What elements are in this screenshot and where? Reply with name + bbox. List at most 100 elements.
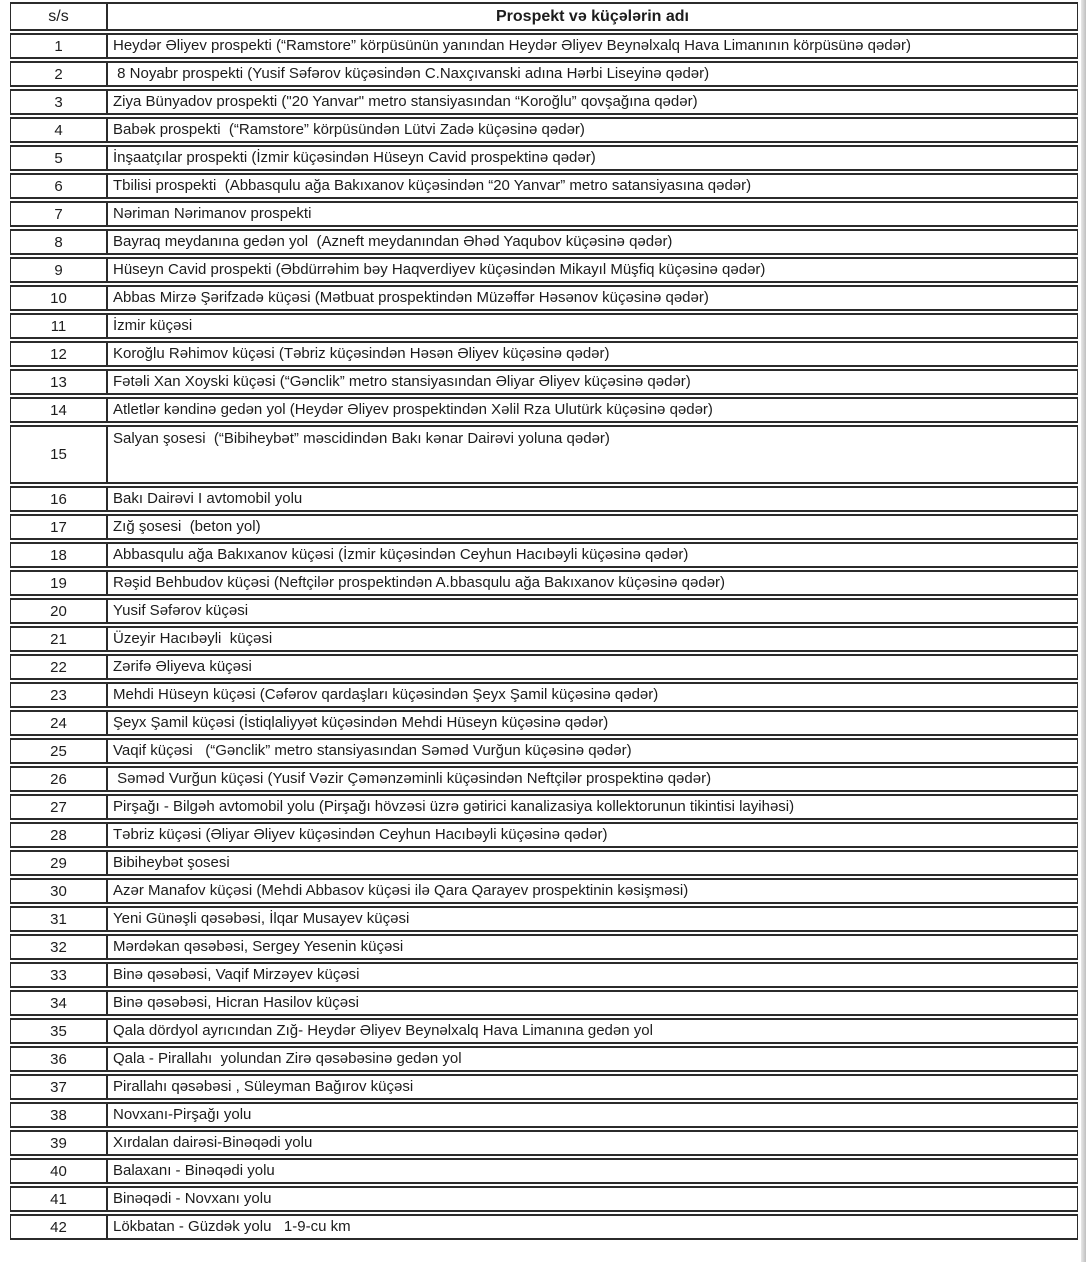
street-name-cell: Bayraq meydanına gedən yol (Azneft meyda… — [107, 229, 1078, 255]
table-row: 24 Şeyx Şamil küçəsi (İstiqlaliyyət küçə… — [10, 710, 1078, 736]
row-number-cell: 26 — [10, 766, 107, 792]
table-row: 34 Binə qəsəbəsi, Hicran Hasilov küçəsi — [10, 990, 1078, 1016]
table-row: 40 Balaxanı - Binəqədi yolu — [10, 1158, 1078, 1184]
row-number-cell: 31 — [10, 906, 107, 932]
street-name-cell: Pirşağı - Bilgəh avtomobil yolu (Pirşağı… — [107, 794, 1078, 820]
street-name-cell: Mehdi Hüseyn küçəsi (Cəfərov qardaşları … — [107, 682, 1078, 708]
column-header-street-name: Prospekt və küçələrin adı — [107, 2, 1078, 31]
table-row: 5 İnşaatçılar prospekti (İzmir küçəsində… — [10, 145, 1078, 171]
table-row: 21 Üzeyir Hacıbəyli küçəsi — [10, 626, 1078, 652]
row-number-cell: 12 — [10, 341, 107, 367]
table-row: 22 Zərifə Əliyeva küçəsi — [10, 654, 1078, 680]
row-number-cell: 38 — [10, 1102, 107, 1128]
row-number-cell: 30 — [10, 878, 107, 904]
street-name-cell: Bibiheybət şosesi — [107, 850, 1078, 876]
row-number-cell: 33 — [10, 962, 107, 988]
street-name-cell: Hüseyn Cavid prospekti (Əbdürrəhim bəy H… — [107, 257, 1078, 283]
street-name-cell: Novxanı-Pirşağı yolu — [107, 1102, 1078, 1128]
table-row: 6 Tbilisi prospekti (Abbasqulu ağa Bakıx… — [10, 173, 1078, 199]
row-number-cell: 40 — [10, 1158, 107, 1184]
table-row: 33 Binə qəsəbəsi, Vaqif Mirzəyev küçəsi — [10, 962, 1078, 988]
table-row: 3 Ziya Bünyadov prospekti ("20 Yanvar" m… — [10, 89, 1078, 115]
row-number-cell: 41 — [10, 1186, 107, 1212]
street-name-cell: Binə qəsəbəsi, Hicran Hasilov küçəsi — [107, 990, 1078, 1016]
row-number-cell: 7 — [10, 201, 107, 227]
row-number-cell: 34 — [10, 990, 107, 1016]
street-name-cell: Heydər Əliyev prospekti (“Ramstore” körp… — [107, 33, 1078, 59]
table-row: 35 Qala dördyol ayrıcından Zığ- Heydər Ə… — [10, 1018, 1078, 1044]
street-name-cell: Rəşid Behbudov küçəsi (Neftçilər prospek… — [107, 570, 1078, 596]
column-header-ss: s/s — [10, 2, 107, 31]
table-row: 38 Novxanı-Pirşağı yolu — [10, 1102, 1078, 1128]
street-name-cell: Şeyx Şamil küçəsi (İstiqlaliyyət küçəsin… — [107, 710, 1078, 736]
row-number-cell: 8 — [10, 229, 107, 255]
row-number-cell: 15 — [10, 425, 107, 484]
row-number-cell: 36 — [10, 1046, 107, 1072]
row-number-cell: 14 — [10, 397, 107, 423]
table-row: 25 Vaqif küçəsi (“Gənclik” metro stansiy… — [10, 738, 1078, 764]
street-name-cell: Qala - Pirallahı yolundan Zirə qəsəbəsin… — [107, 1046, 1078, 1072]
street-name-cell: Mərdəkan qəsəbəsi, Sergey Yesenin küçəsi — [107, 934, 1078, 960]
table-row: 13 Fətəli Xan Xoyski küçəsi (“Gənclik” m… — [10, 369, 1078, 395]
table-row: 27 Pirşağı - Bilgəh avtomobil yolu (Pirş… — [10, 794, 1078, 820]
table-row: 39 Xırdalan dairəsi-Binəqədi yolu — [10, 1130, 1078, 1156]
row-number-cell: 16 — [10, 486, 107, 512]
streets-table: s/s Prospekt və küçələrin adı 1 Heydər Ə… — [10, 0, 1078, 1242]
table-row: 23 Mehdi Hüseyn küçəsi (Cəfərov qardaşla… — [10, 682, 1078, 708]
row-number-cell: 2 — [10, 61, 107, 87]
row-number-cell: 6 — [10, 173, 107, 199]
table-row: 14 Atletlər kəndinə gedən yol (Heydər Əl… — [10, 397, 1078, 423]
row-number-cell: 35 — [10, 1018, 107, 1044]
street-name-cell: Zığ şosesi (beton yol) — [107, 514, 1078, 540]
table-row: 26 Səməd Vurğun küçəsi (Yusif Vəzir Çəmə… — [10, 766, 1078, 792]
table-row: 2 8 Noyabr prospekti (Yusif Səfərov küçə… — [10, 61, 1078, 87]
street-name-cell: Fətəli Xan Xoyski küçəsi (“Gənclik” metr… — [107, 369, 1078, 395]
row-number-cell: 19 — [10, 570, 107, 596]
row-number-cell: 24 — [10, 710, 107, 736]
row-number-cell: 18 — [10, 542, 107, 568]
street-name-cell: İzmir küçəsi — [107, 313, 1078, 339]
table-row: 20 Yusif Səfərov küçəsi — [10, 598, 1078, 624]
row-number-cell: 11 — [10, 313, 107, 339]
row-number-cell: 37 — [10, 1074, 107, 1100]
table-row: 41 Binəqədi - Novxanı yolu — [10, 1186, 1078, 1212]
street-name-cell: Zərifə Əliyeva küçəsi — [107, 654, 1078, 680]
row-number-cell: 10 — [10, 285, 107, 311]
row-number-cell: 1 — [10, 33, 107, 59]
table-row: 18 Abbasqulu ağa Bakıxanov küçəsi (İzmir… — [10, 542, 1078, 568]
table-row: 36 Qala - Pirallahı yolundan Zirə qəsəbə… — [10, 1046, 1078, 1072]
street-name-cell: Abbasqulu ağa Bakıxanov küçəsi (İzmir kü… — [107, 542, 1078, 568]
row-number-cell: 13 — [10, 369, 107, 395]
street-name-cell: Vaqif küçəsi (“Gənclik” metro stansiyası… — [107, 738, 1078, 764]
row-number-cell: 27 — [10, 794, 107, 820]
table-row: 19 Rəşid Behbudov küçəsi (Neftçilər pros… — [10, 570, 1078, 596]
street-name-cell: Binə qəsəbəsi, Vaqif Mirzəyev küçəsi — [107, 962, 1078, 988]
table-row: 9 Hüseyn Cavid prospekti (Əbdürrəhim bəy… — [10, 257, 1078, 283]
street-name-cell: Tbilisi prospekti (Abbasqulu ağa Bakıxan… — [107, 173, 1078, 199]
table-row: 16 Bakı Dairəvi I avtomobil yolu — [10, 486, 1078, 512]
table-row: 8 Bayraq meydanına gedən yol (Azneft mey… — [10, 229, 1078, 255]
table-row: 15 Salyan şosesi (“Bibiheybət” məscidind… — [10, 425, 1078, 484]
table-row: 37 Pirallahı qəsəbəsi , Süleyman Bağırov… — [10, 1074, 1078, 1100]
table-row: 28 Təbriz küçəsi (Əliyar Əliyev küçəsind… — [10, 822, 1078, 848]
row-number-cell: 22 — [10, 654, 107, 680]
row-number-cell: 29 — [10, 850, 107, 876]
street-name-cell: İnşaatçılar prospekti (İzmir küçəsindən … — [107, 145, 1078, 171]
scan-edge-artifact — [1081, 0, 1086, 1262]
row-number-cell: 32 — [10, 934, 107, 960]
row-number-cell: 3 — [10, 89, 107, 115]
street-name-cell: Koroğlu Rəhimov küçəsi (Təbriz küçəsində… — [107, 341, 1078, 367]
table-row: 1 Heydər Əliyev prospekti (“Ramstore” kö… — [10, 33, 1078, 59]
street-name-cell: Binəqədi - Novxanı yolu — [107, 1186, 1078, 1212]
street-name-cell: Xırdalan dairəsi-Binəqədi yolu — [107, 1130, 1078, 1156]
street-name-cell: Babək prospekti (“Ramstore” körpüsündən … — [107, 117, 1078, 143]
street-name-cell: Təbriz küçəsi (Əliyar Əliyev küçəsindən … — [107, 822, 1078, 848]
street-name-cell: Yeni Günəşli qəsəbəsi, İlqar Musayev küç… — [107, 906, 1078, 932]
street-name-cell: Səməd Vurğun küçəsi (Yusif Vəzir Çəmənzə… — [107, 766, 1078, 792]
street-name-cell: Abbas Mirzə Şərifzadə küçəsi (Mətbuat pr… — [107, 285, 1078, 311]
street-name-cell: Lökbatan - Güzdək yolu 1-9-cu km — [107, 1214, 1078, 1240]
table-row: 12 Koroğlu Rəhimov küçəsi (Təbriz küçəsi… — [10, 341, 1078, 367]
table-row: 29 Bibiheybət şosesi — [10, 850, 1078, 876]
table-row: 10 Abbas Mirzə Şərifzadə küçəsi (Mətbuat… — [10, 285, 1078, 311]
table-row: 42 Lökbatan - Güzdək yolu 1-9-cu km — [10, 1214, 1078, 1240]
